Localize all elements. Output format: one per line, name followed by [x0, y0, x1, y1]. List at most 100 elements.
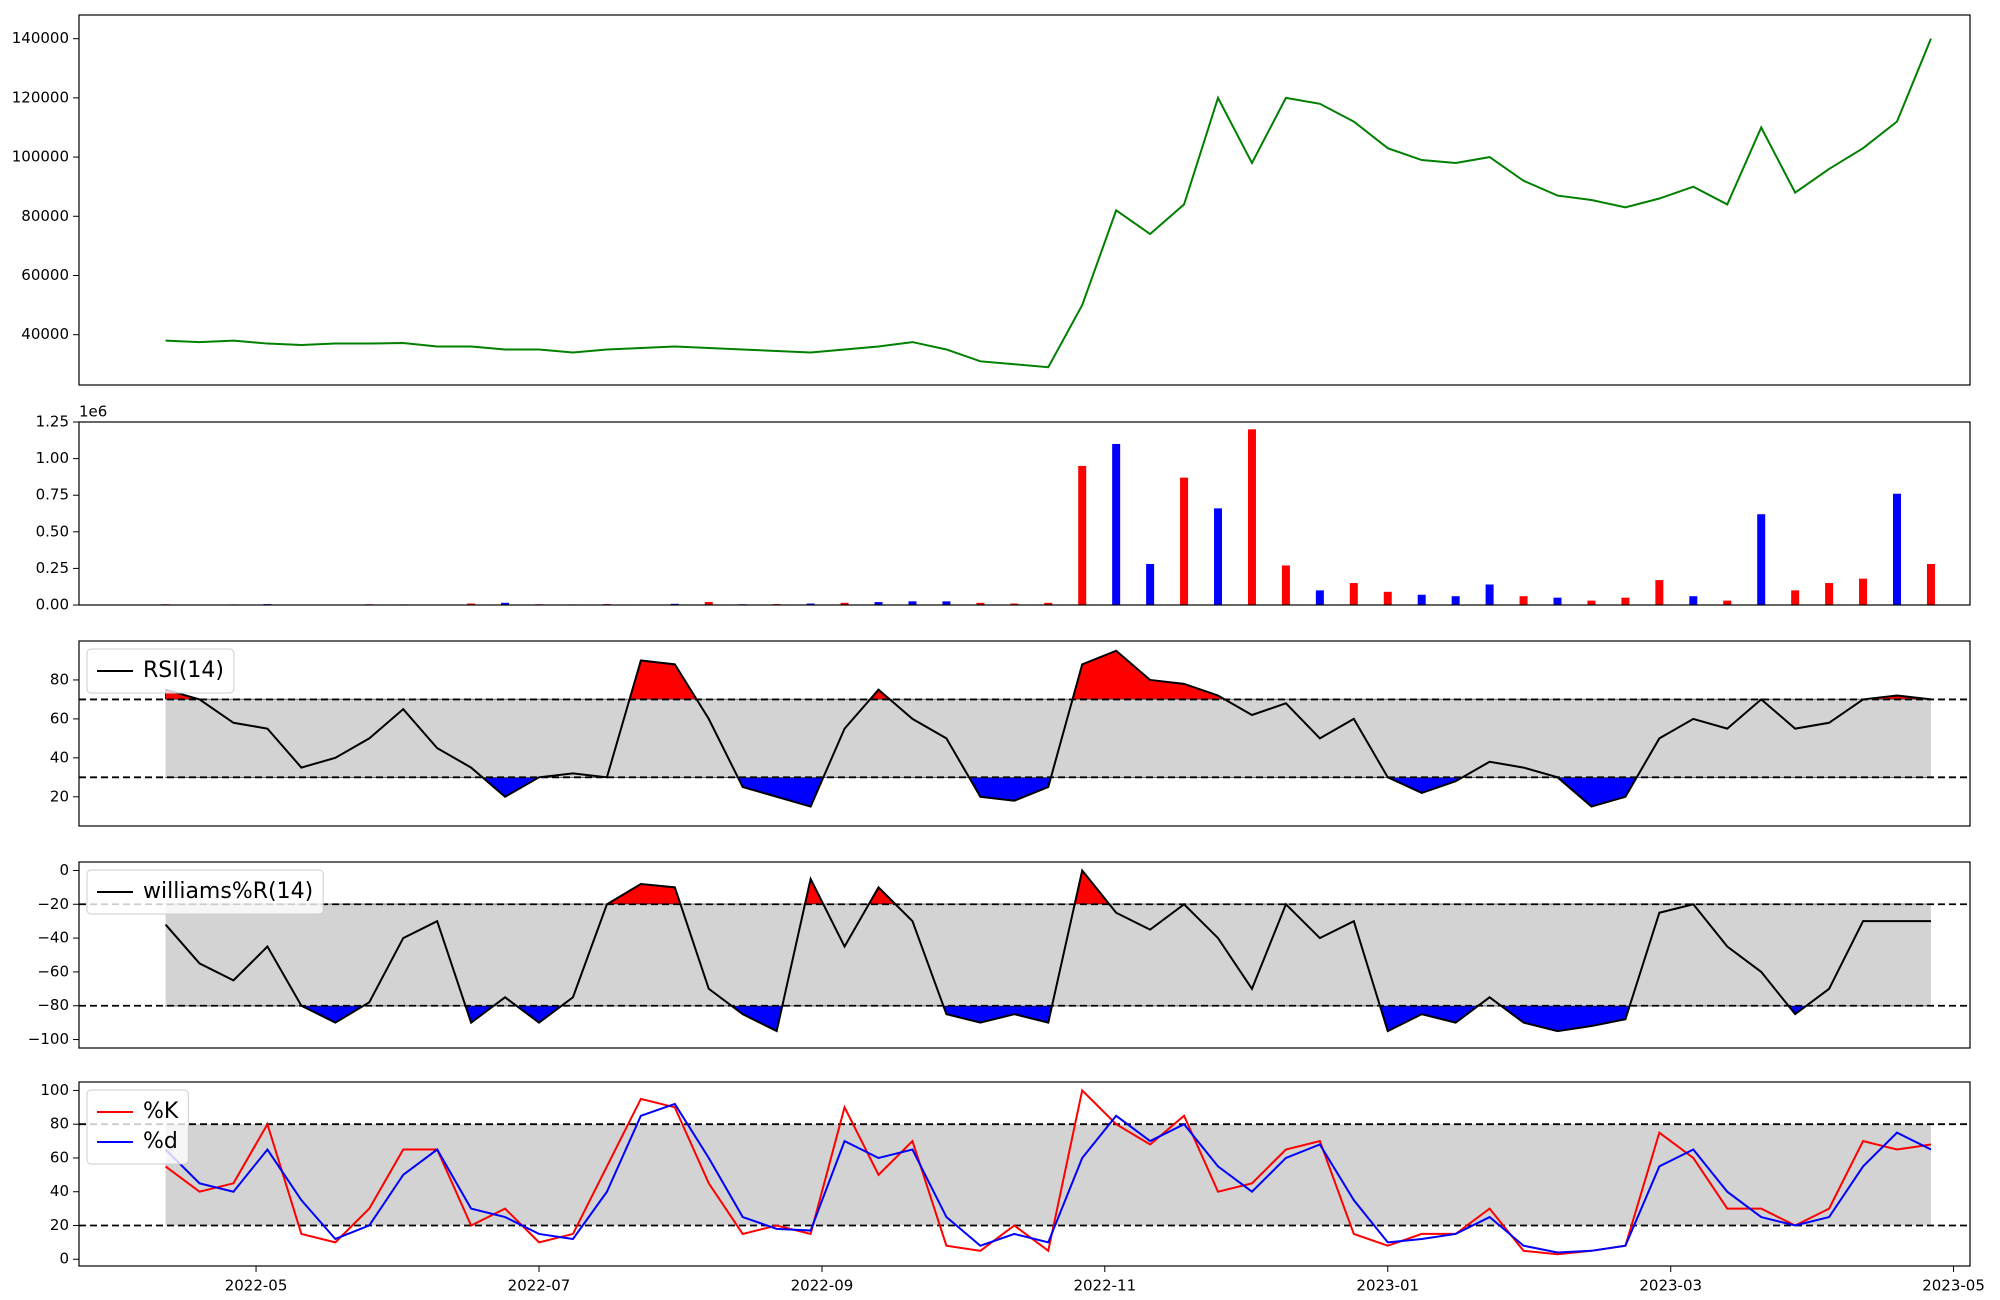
plot-area	[79, 1088, 1970, 1256]
legend-box	[86, 869, 324, 915]
bar	[1383, 591, 1392, 605]
y-tick-label: −20	[37, 895, 69, 913]
line	[164, 1088, 1932, 1256]
bar	[1757, 514, 1766, 605]
panel: 20 40 60 80 RSI(14)	[50, 640, 1971, 827]
bar	[806, 603, 815, 605]
y-tick-label: 60	[50, 709, 69, 727]
bar	[1893, 493, 1902, 605]
y-tick-label: 60000	[21, 266, 69, 284]
bar	[1349, 583, 1358, 605]
line	[165, 649, 1932, 808]
y-tick-label: 80	[50, 1115, 69, 1133]
panel: 0.00 0.25 0.50 0.75 1.00 1.25 1e6	[36, 403, 1971, 614]
y-tick-label: 140000	[12, 29, 69, 47]
y-tick-label: 40000	[21, 325, 69, 343]
line	[164, 868, 1931, 1033]
y-tick-label: 20	[50, 1216, 69, 1234]
bar	[1859, 578, 1868, 605]
legend-label: RSI(14)	[143, 658, 224, 683]
bar	[467, 603, 476, 605]
bar	[942, 601, 951, 605]
bar	[1723, 600, 1732, 605]
plot-area	[165, 38, 1932, 369]
y-tick-label: 0.75	[36, 486, 69, 504]
y-tick-label: 1.00	[36, 449, 69, 467]
bar	[1010, 603, 1019, 605]
bar	[1214, 508, 1223, 605]
panel: 0 −20 −40 −60 −80 −100 williams%R(14)	[28, 861, 1971, 1049]
x-tick-label: 2022-07	[508, 1277, 571, 1295]
legend-label: %d	[143, 1129, 178, 1154]
bar	[1553, 597, 1562, 605]
bar	[1044, 602, 1053, 605]
bar	[1689, 596, 1698, 605]
bar	[704, 602, 713, 605]
x-tick-label: 2022-11	[1073, 1277, 1136, 1295]
legend-label: williams%R(14)	[143, 879, 313, 904]
below-fill	[165, 777, 1932, 808]
bar	[976, 602, 985, 605]
threshold-band	[165, 699, 1931, 778]
bar	[1587, 600, 1596, 605]
bar	[1315, 590, 1324, 605]
panel: 0 20 40 60 80 100 2022-05 2022-07 2022-09 2022-11…	[40, 1081, 1985, 1295]
bar	[1180, 477, 1189, 605]
frame	[78, 14, 1971, 386]
bar	[1621, 597, 1630, 605]
y-tick-label: 0	[59, 1250, 69, 1268]
bar	[1655, 580, 1664, 605]
x-tick-label: 2022-05	[225, 1277, 288, 1295]
line	[164, 1102, 1932, 1254]
legend-box	[86, 1089, 189, 1165]
frame	[78, 421, 1971, 606]
bar	[1078, 465, 1087, 605]
y-tick-label: −80	[37, 996, 69, 1014]
bar	[1791, 590, 1800, 605]
x-tick-label: 2022-09	[791, 1277, 854, 1295]
bar	[840, 602, 849, 605]
y-tick-label: 0.25	[36, 559, 69, 577]
bar	[1519, 596, 1528, 605]
frame	[78, 640, 1971, 827]
bar	[1926, 564, 1935, 605]
y-tick-label: 100000	[12, 148, 69, 166]
bar	[1451, 596, 1460, 605]
legend-label: %K	[143, 1099, 179, 1124]
legend: %K %d	[86, 1089, 189, 1165]
bar	[1417, 594, 1426, 605]
y-tick-label: 60	[50, 1148, 69, 1166]
x-tick-label: 2023-05	[1922, 1277, 1985, 1295]
y-tick-label: 100	[40, 1081, 69, 1099]
frame	[78, 1081, 1971, 1267]
bar	[1281, 565, 1290, 605]
plot-area	[161, 429, 1935, 605]
threshold-band	[165, 1124, 1931, 1226]
y-tick-label: 0	[59, 861, 69, 879]
y-tick-label: 20	[50, 787, 69, 805]
y-tick-label: 120000	[12, 88, 69, 106]
bar	[1485, 584, 1494, 605]
threshold-band	[165, 904, 1931, 1006]
bar	[1247, 429, 1256, 605]
plot-area	[79, 868, 1970, 1033]
y-tick-label: −100	[28, 1030, 69, 1048]
y-tick-label: 40	[50, 1182, 69, 1200]
y-tick-label: −40	[37, 929, 69, 947]
y-tick-label: −60	[37, 962, 69, 980]
y-tick-label: 80000	[21, 207, 69, 225]
plot-area	[79, 649, 1970, 808]
y-tick-label: 1.25	[36, 413, 69, 431]
axis-offset-label: 1e6	[79, 403, 107, 421]
x-tick-label: 2023-03	[1639, 1277, 1702, 1295]
bar	[874, 602, 883, 605]
y-tick-label: 80	[50, 670, 69, 688]
legend: RSI(14)	[86, 648, 235, 694]
y-tick-label: 40	[50, 748, 69, 766]
frame	[78, 861, 1971, 1049]
y-tick-label: 0.00	[36, 596, 69, 614]
bar	[908, 601, 917, 605]
bar	[1825, 583, 1834, 605]
x-tick-label: 2023-01	[1356, 1277, 1419, 1295]
